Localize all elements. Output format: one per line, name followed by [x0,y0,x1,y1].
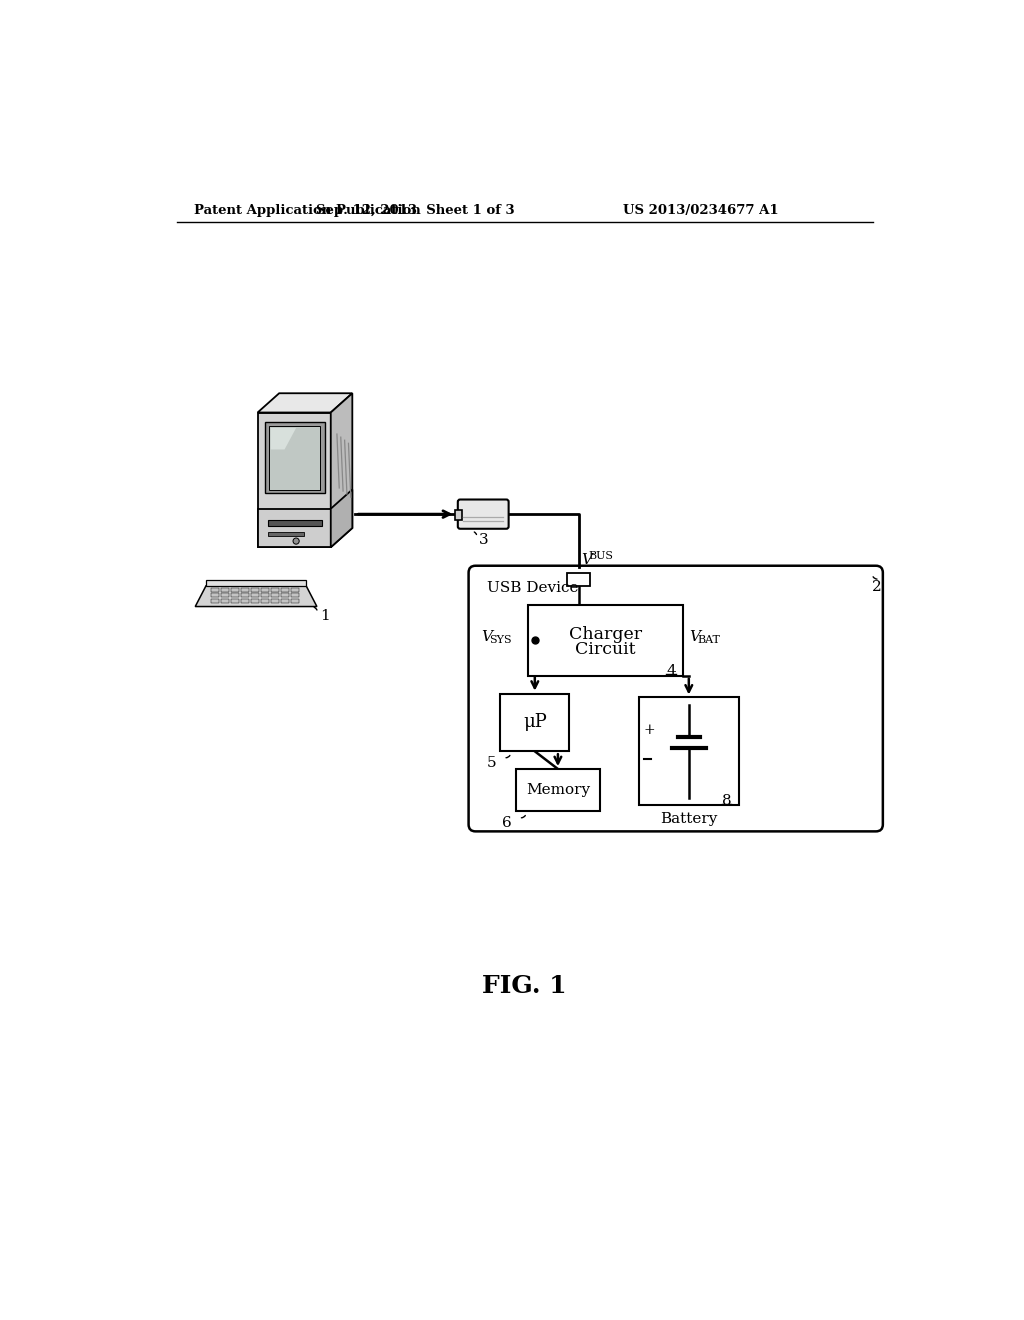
Polygon shape [231,599,240,603]
Polygon shape [292,589,299,591]
Polygon shape [261,594,269,598]
Polygon shape [221,589,229,591]
FancyBboxPatch shape [639,697,739,805]
Text: 3: 3 [478,533,488,548]
Text: 6: 6 [502,816,511,830]
Polygon shape [252,599,259,603]
Polygon shape [331,393,352,548]
Polygon shape [282,594,289,598]
Polygon shape [242,594,249,598]
Polygon shape [231,589,240,591]
Polygon shape [261,589,269,591]
Polygon shape [258,508,331,548]
Text: US 2013/0234677 A1: US 2013/0234677 A1 [624,205,779,218]
Polygon shape [258,412,331,548]
Text: BAT: BAT [697,635,720,645]
Circle shape [293,539,299,544]
Text: Charger: Charger [569,626,642,643]
Text: 5: 5 [486,756,496,770]
Polygon shape [282,599,289,603]
Polygon shape [282,589,289,591]
Polygon shape [270,428,296,449]
Polygon shape [206,581,306,586]
Text: FIG. 1: FIG. 1 [482,974,567,998]
Polygon shape [269,426,319,490]
Polygon shape [221,599,229,603]
Polygon shape [211,599,219,603]
Text: SYS: SYS [489,635,512,645]
FancyBboxPatch shape [458,499,509,529]
Polygon shape [292,599,299,603]
Polygon shape [252,594,259,598]
Text: Patent Application Publication: Patent Application Publication [194,205,421,218]
Text: 2: 2 [872,579,882,594]
Polygon shape [271,589,280,591]
Polygon shape [258,393,352,412]
Polygon shape [221,594,229,598]
FancyBboxPatch shape [500,693,569,751]
Text: Circuit: Circuit [575,642,636,659]
Polygon shape [267,532,304,536]
FancyBboxPatch shape [567,573,590,586]
Text: V: V [481,631,493,644]
Polygon shape [231,594,240,598]
Polygon shape [331,490,352,548]
Polygon shape [211,589,219,591]
Text: μP: μP [523,713,547,731]
Text: Sep. 12, 2013  Sheet 1 of 3: Sep. 12, 2013 Sheet 1 of 3 [316,205,515,218]
Text: +: + [643,723,655,737]
FancyBboxPatch shape [515,770,600,812]
Text: Memory: Memory [526,783,590,797]
Polygon shape [271,599,280,603]
Text: V: V [689,631,700,644]
Polygon shape [455,511,463,520]
Text: Battery: Battery [660,812,718,826]
Text: V: V [581,553,592,566]
Polygon shape [242,599,249,603]
Polygon shape [292,594,299,598]
Polygon shape [196,586,316,607]
FancyBboxPatch shape [528,605,683,676]
Polygon shape [252,589,259,591]
Text: 1: 1 [319,609,330,623]
Polygon shape [242,589,249,591]
Text: USB Device: USB Device [487,581,579,595]
FancyBboxPatch shape [469,566,883,832]
Polygon shape [261,599,269,603]
Text: 4: 4 [667,664,676,678]
Text: BUS: BUS [589,552,613,561]
Polygon shape [264,422,325,494]
Polygon shape [267,520,322,527]
Text: 8: 8 [722,793,731,808]
Polygon shape [211,594,219,598]
Polygon shape [271,594,280,598]
